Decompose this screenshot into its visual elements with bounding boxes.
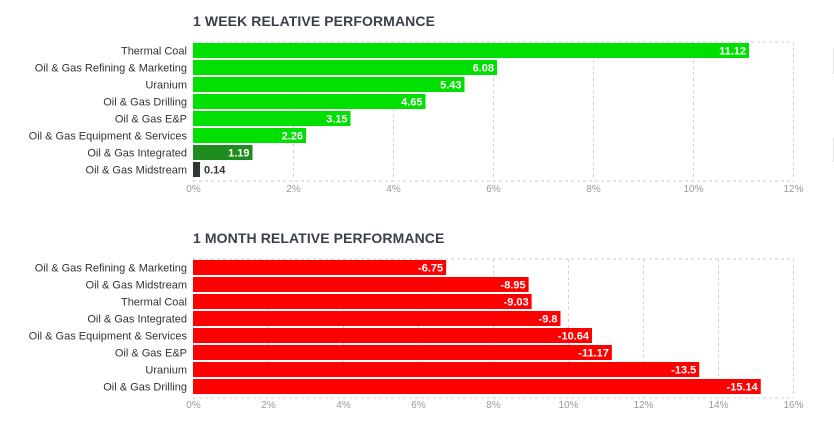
week-value-label: 11.12 — [719, 46, 746, 58]
week-bar — [193, 111, 351, 126]
month-category-label: Oil & Gas Equipment & Services — [29, 331, 188, 343]
week-value-label: 1.19 — [228, 148, 249, 160]
month-bar — [193, 277, 529, 292]
week-x-tick-label: 2% — [286, 184, 301, 195]
month-category-label: Thermal Coal — [121, 297, 187, 309]
week-x-tick-label: 12% — [783, 184, 803, 195]
month-category-label: Oil & Gas Drilling — [103, 382, 187, 394]
month-category-label: Oil & Gas Refining & Marketing — [35, 263, 187, 275]
month-bar — [193, 328, 592, 343]
week-value-label: 0.14 — [204, 165, 226, 177]
week-x-tick-label: 0% — [186, 184, 201, 195]
month-value-label: -13.5 — [671, 365, 696, 377]
week-bar — [193, 77, 465, 92]
month-category-label: Uranium — [145, 365, 187, 377]
month-value-label: -9.03 — [504, 297, 529, 309]
month-value-label: -15.14 — [727, 382, 759, 394]
month-value-label: -6.75 — [418, 263, 443, 275]
week-category-label: Thermal Coal — [121, 46, 187, 58]
month-x-tick-label: 10% — [558, 400, 578, 411]
month-bar — [193, 362, 700, 377]
month-value-label: -8.95 — [501, 280, 526, 292]
week-x-tick-label: 10% — [683, 184, 703, 195]
week-value-label: 4.65 — [401, 97, 422, 109]
month-x-tick-label: 4% — [336, 400, 351, 411]
week-category-label: Uranium — [145, 80, 187, 92]
week-chart-title: 1 WEEK RELATIVE PERFORMANCE — [193, 13, 436, 29]
week-category-label: Oil & Gas Drilling — [103, 97, 187, 109]
week-category-label: Oil & Gas Refining & Marketing — [35, 63, 187, 75]
month-x-tick-label: 8% — [486, 400, 501, 411]
month-category-label: Oil & Gas E&P — [115, 348, 187, 360]
month-value-label: -10.64 — [558, 331, 590, 343]
week-x-tick-label: 8% — [586, 184, 601, 195]
month-bar — [193, 345, 612, 360]
month-bar — [193, 379, 761, 394]
month-value-label: -9.8 — [539, 314, 558, 326]
week-x-tick-label: 4% — [386, 184, 401, 195]
week-value-label: 3.15 — [326, 114, 347, 126]
month-x-tick-label: 0% — [186, 400, 201, 411]
month-category-label: Oil & Gas Integrated — [87, 314, 187, 326]
week-bar — [193, 94, 426, 109]
week-bar — [193, 60, 497, 75]
week-category-label: Oil & Gas Integrated — [87, 148, 187, 160]
month-x-tick-label: 16% — [783, 400, 803, 411]
week-x-tick-label: 6% — [486, 184, 501, 195]
week-value-label: 2.26 — [282, 131, 303, 143]
month-bar — [193, 294, 532, 309]
week-value-label: 5.43 — [440, 80, 461, 92]
month-bar — [193, 260, 447, 275]
month-bar — [193, 311, 561, 326]
month-x-tick-label: 14% — [708, 400, 728, 411]
week-category-label: Oil & Gas E&P — [115, 114, 187, 126]
week-bar — [193, 162, 200, 177]
month-x-tick-label: 2% — [261, 400, 276, 411]
week-bar — [193, 145, 253, 160]
month-value-label: -11.17 — [578, 348, 609, 360]
month-chart-title: 1 MONTH RELATIVE PERFORMANCE — [193, 230, 445, 246]
week-value-label: 6.08 — [473, 63, 494, 75]
week-bar — [193, 128, 306, 143]
month-x-tick-label: 12% — [633, 400, 653, 411]
month-category-label: Oil & Gas Midstream — [86, 280, 187, 292]
week-bar — [193, 43, 749, 58]
week-category-label: Oil & Gas Midstream — [86, 165, 187, 177]
month-x-tick-label: 6% — [411, 400, 426, 411]
week-category-label: Oil & Gas Equipment & Services — [29, 131, 188, 143]
